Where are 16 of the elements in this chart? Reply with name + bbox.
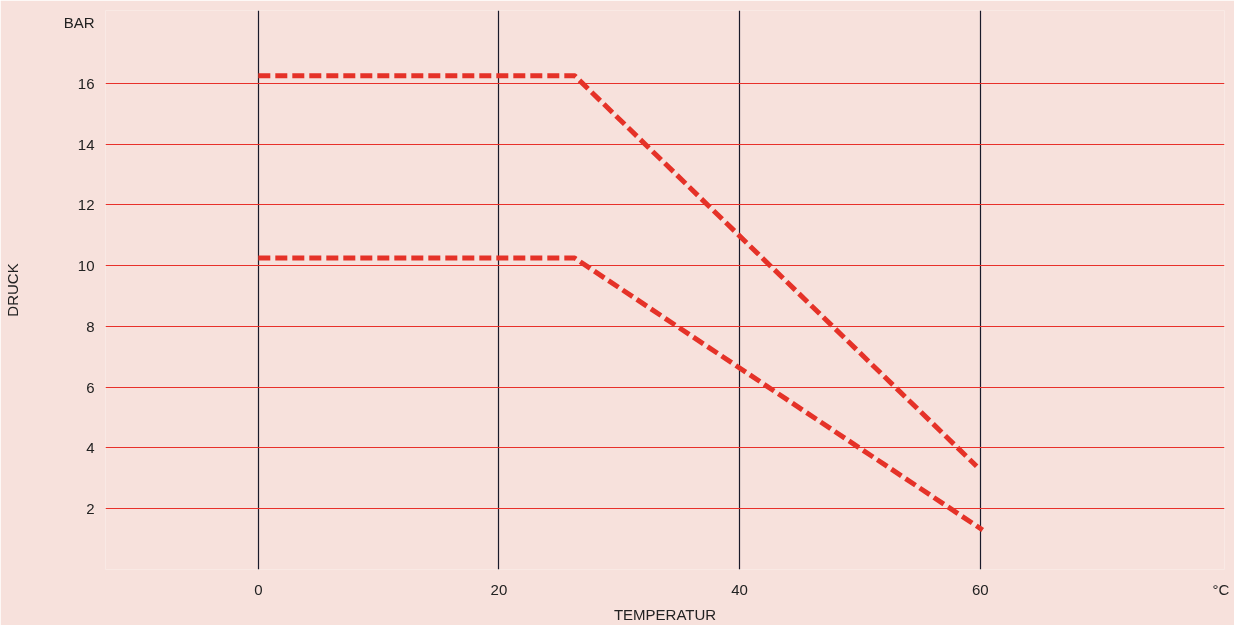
x-tick-label: °C [1212, 580, 1230, 598]
x-tick-label: 40 [731, 580, 748, 598]
y-tick-label: 2 [86, 500, 95, 518]
x-tick-label: 0 [254, 580, 263, 598]
y-tick-label: 12 [77, 196, 95, 214]
y-tick-label: 16 [77, 74, 95, 92]
y-tick-label: 14 [77, 135, 95, 153]
y-tick-label: 8 [86, 317, 95, 335]
x-tick-label: 20 [490, 580, 508, 598]
y-tick-label: 10 [77, 257, 95, 275]
y-axis-title: DRUCK [3, 263, 21, 317]
y-tick-label: 4 [86, 439, 95, 457]
y-tick-label: BAR [63, 14, 95, 32]
x-tick-label: 60 [971, 580, 989, 598]
y-tick-label: 6 [86, 378, 95, 396]
x-axis-title: TEMPERATUR [613, 605, 717, 623]
